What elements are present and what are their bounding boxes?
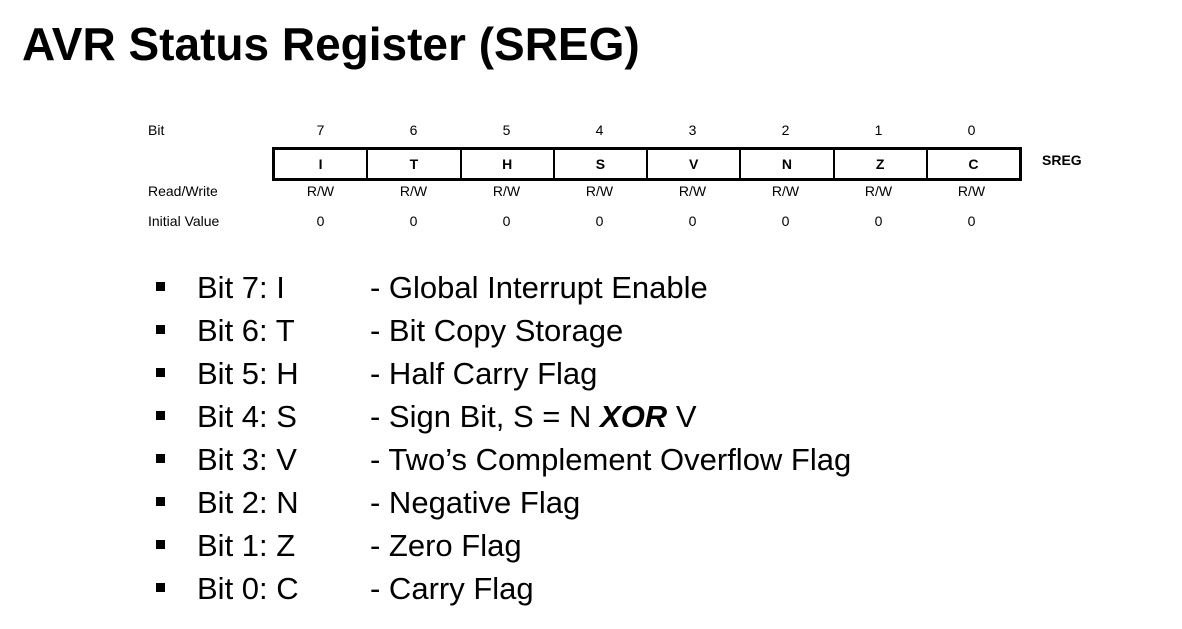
- bullet-icon: [156, 454, 165, 463]
- page-title: AVR Status Register (SREG): [22, 18, 640, 70]
- initial-value: 0: [595, 213, 604, 229]
- bit-number: 6: [409, 122, 418, 138]
- register-cell-c: C: [925, 150, 1019, 178]
- register-cell-v: V: [646, 150, 739, 178]
- bit-number: 3: [688, 122, 697, 138]
- bit-description: - Bit Copy Storage: [370, 313, 624, 348]
- read-write-value: R/W: [492, 183, 521, 199]
- register-name: SREG: [1042, 152, 1082, 168]
- initial-value: 0: [688, 213, 697, 229]
- initial-value: 0: [502, 213, 511, 229]
- read-write-value: R/W: [864, 183, 893, 199]
- bit-label: Bit 1: Z: [197, 528, 296, 563]
- read-write-value: R/W: [771, 183, 800, 199]
- bit-description: - Half Carry Flag: [370, 356, 598, 391]
- bit-description-tail: V: [667, 399, 697, 434]
- initial-value-row-label: Initial Value: [148, 213, 220, 229]
- bit-description: - Zero Flag: [370, 528, 522, 563]
- bit-description: - Negative Flag: [370, 485, 581, 520]
- bit-description: - Sign Bit, S = N XOR V: [370, 395, 697, 438]
- bit-row-label: Bit: [148, 122, 165, 138]
- register-cell-h: H: [459, 150, 553, 178]
- register-cell-z: Z: [832, 150, 926, 178]
- initial-value: 0: [781, 213, 790, 229]
- read-write-value: R/W: [399, 183, 428, 199]
- bit-description-text: - Sign Bit, S = N: [370, 399, 601, 434]
- bit-label: Bit 3: V: [197, 442, 297, 477]
- bit-label: Bit 2: N: [197, 485, 299, 520]
- read-write-value: R/W: [957, 183, 986, 199]
- read-write-row-label: Read/Write: [148, 183, 218, 199]
- bit-label: Bit 4: S: [197, 399, 297, 434]
- bit-description: - Two’s Complement Overflow Flag: [370, 442, 852, 477]
- bullet-icon: [156, 411, 165, 420]
- bit-label: Bit 7: I: [197, 270, 285, 305]
- bit-number: 7: [316, 122, 325, 138]
- read-write-value: R/W: [306, 183, 335, 199]
- initial-value: 0: [316, 213, 325, 229]
- bullet-icon: [156, 583, 165, 592]
- bit-number: 1: [874, 122, 883, 138]
- bit-number: 4: [595, 122, 604, 138]
- register-cell-n: N: [739, 150, 832, 178]
- initial-value: 0: [967, 213, 976, 229]
- read-write-value: R/W: [585, 183, 614, 199]
- bullet-icon: [156, 282, 165, 291]
- register-cell-t: T: [366, 150, 459, 178]
- bit-label: Bit 5: H: [197, 356, 299, 391]
- register-cell-i: I: [318, 156, 323, 172]
- register-box: I T H S V N Z C: [272, 147, 1022, 181]
- bit-description: - Global Interrupt Enable: [370, 270, 708, 305]
- bullet-icon: [156, 540, 165, 549]
- register-cell-s: S: [552, 150, 646, 178]
- read-write-value: R/W: [678, 183, 707, 199]
- xor-operator: XOR: [600, 399, 668, 434]
- bit-label: Bit 6: T: [197, 313, 295, 348]
- bit-number: 0: [967, 122, 976, 138]
- bullet-icon: [156, 368, 165, 377]
- bit-description: - Carry Flag: [370, 571, 534, 606]
- bit-label: Bit 0: C: [197, 571, 299, 606]
- bit-number: 2: [781, 122, 790, 138]
- initial-value: 0: [409, 213, 418, 229]
- bit-number: 5: [502, 122, 511, 138]
- initial-value: 0: [874, 213, 883, 229]
- bullet-icon: [156, 497, 165, 506]
- bullet-icon: [156, 325, 165, 334]
